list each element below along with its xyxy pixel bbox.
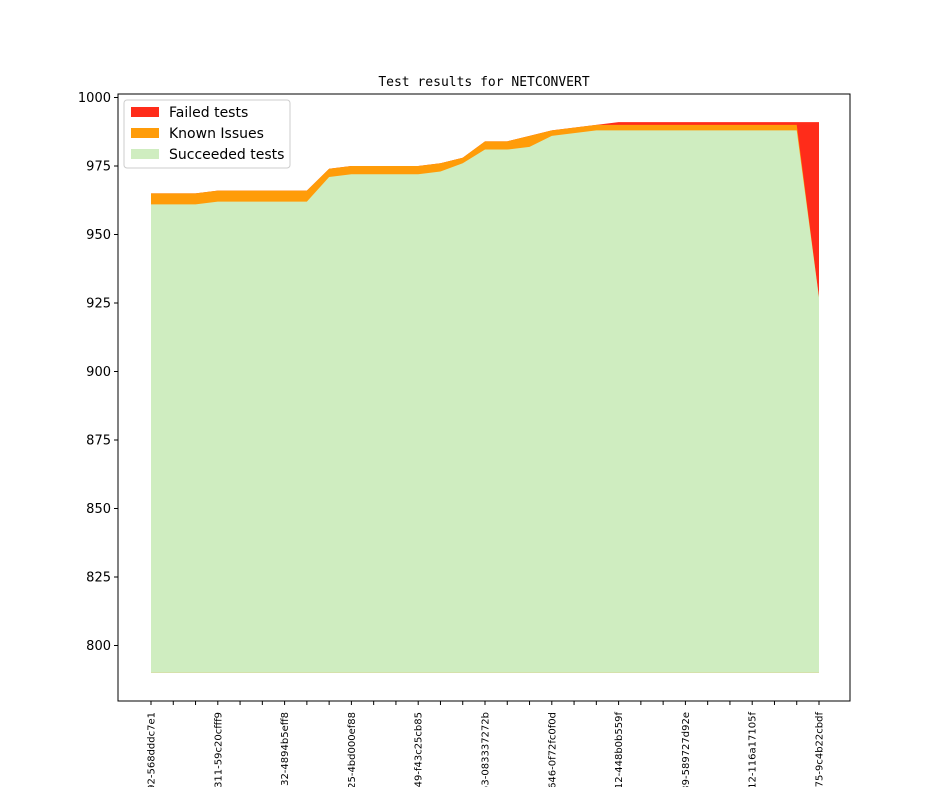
x-tick-label: 53-083337272b <box>481 712 492 787</box>
legend-swatch <box>131 149 159 159</box>
x-tick-label: 646-0f72fc0f0d <box>547 712 558 787</box>
y-tick-label: 975 <box>86 160 111 175</box>
y-tick-label: 800 <box>86 639 111 654</box>
legend-label: Failed tests <box>169 105 248 121</box>
x-tick-label: 49-f43c25cb85 <box>414 712 425 787</box>
x-tick-label: 311-59c20cfff9 <box>213 712 224 787</box>
y-tick-label: 950 <box>86 228 111 243</box>
legend: Failed tests Known Issues Succeeded tests <box>123 99 291 169</box>
area-succeeded-tests <box>151 130 819 673</box>
x-tick-label: 32-4894b5eff8 <box>280 712 291 786</box>
legend-label: Known Issues <box>169 126 264 142</box>
x-tick-label: 92-568dddc7e1 <box>147 712 158 787</box>
x-tick-label: 25-4bd000ef88 <box>347 712 358 787</box>
legend-box <box>123 99 291 169</box>
plot-areas <box>151 122 819 673</box>
y-tick-label: 850 <box>86 502 111 517</box>
legend-label: Succeeded tests <box>169 147 284 163</box>
plot-frame <box>117 93 851 702</box>
x-tick-label: 75-9c4b22cbdf <box>815 712 826 787</box>
x-tick-label: 12-116a17105f <box>748 712 759 787</box>
y-tick-label: 925 <box>86 297 111 312</box>
legend-swatch <box>131 107 159 117</box>
y-tick-label: 875 <box>86 434 111 449</box>
x-tick-label: 39-589727d92e <box>681 712 692 787</box>
y-tick-label: 900 <box>86 365 111 380</box>
x-tick-label: 12-448b0b559f <box>614 712 625 787</box>
legend-swatch <box>131 128 159 138</box>
chart-title: Test results for NETCONVERT <box>378 75 589 90</box>
y-tick-label: 825 <box>86 571 111 586</box>
y-axis: 800 825 850 875 900 925 950 975 1000 <box>78 91 118 654</box>
y-tick-label: 1000 <box>78 91 111 106</box>
x-axis: 92-568dddc7e1 311-59c20cfff9 32-4894b5eff8… <box>147 701 826 787</box>
